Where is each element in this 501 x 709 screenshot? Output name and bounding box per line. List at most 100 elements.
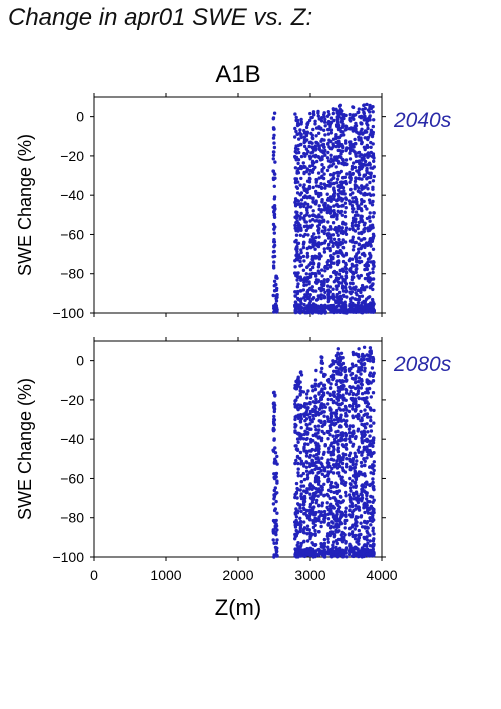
y-tick-label: −60 [60,226,84,242]
data-point [345,388,349,393]
data-point [366,145,370,149]
data-point [308,272,312,276]
data-point [295,543,299,547]
y-tick-label: −100 [52,549,84,565]
data-point [298,275,302,279]
data-point [299,198,304,202]
data-point [298,506,302,510]
data-point [362,354,367,358]
data-point [304,206,309,210]
data-point [365,529,369,533]
data-point [338,494,343,499]
data-point [351,460,355,464]
data-point [368,439,372,443]
data-point [340,267,345,271]
data-point [274,471,279,476]
data-point [370,519,375,523]
data-point [275,479,279,483]
data-point [331,434,335,438]
data-point [336,503,340,508]
data-point [321,410,326,414]
data-point [363,106,367,111]
data-point [350,296,355,300]
data-point [339,521,344,526]
data-point [326,220,330,224]
data-point [332,418,337,422]
data-point [316,424,321,428]
data-point [320,388,324,392]
data-point [310,133,314,137]
data-point [322,219,326,223]
data-point [332,186,336,190]
data-point [340,119,344,124]
data-point [367,198,372,202]
data-point [310,136,314,140]
data-point [357,542,361,546]
data-point [294,129,298,134]
data-point [331,549,335,554]
data-point [356,301,361,305]
data-point [353,287,357,292]
data-point [323,186,327,190]
data-point [360,365,364,369]
data-point [327,461,331,465]
data-point [320,169,324,173]
data-point [348,285,352,289]
data-point [316,305,320,310]
data-point [344,398,348,402]
data-point [347,392,352,396]
data-point [372,464,376,468]
data-point [275,546,279,550]
data-point [305,413,310,417]
data-point [319,182,323,186]
data-point [362,398,366,402]
data-point [351,479,355,483]
data-point [340,149,345,153]
data-point [310,484,314,488]
data-point [348,369,352,373]
data-point [326,141,330,146]
data-point [351,462,355,467]
data-point [337,471,341,475]
data-point [271,448,275,452]
data-point [368,256,372,260]
data-point [357,297,361,302]
data-point [301,288,306,292]
data-point [354,142,358,146]
data-point [344,391,349,395]
data-point [295,285,300,289]
data-point [371,185,375,189]
data-point [272,417,276,422]
data-point [272,176,276,181]
data-point [372,421,376,425]
data-point [336,197,340,202]
data-point [293,300,298,304]
data-point [296,202,300,206]
data-point [320,504,324,508]
data-point [322,509,327,514]
data-point [345,295,349,299]
data-point [363,510,367,515]
data-point [331,471,336,475]
data-point [338,359,342,363]
data-point [296,147,300,151]
data-point [313,494,317,498]
data-point [272,212,277,216]
data-point [293,308,297,312]
data-point [343,230,348,234]
data-point [348,424,352,428]
data-point [341,387,345,391]
data-point [349,187,353,192]
data-point [341,289,346,293]
data-point [307,214,312,218]
data-point [329,236,333,240]
data-point [305,152,309,156]
data-point [328,408,332,412]
data-point [294,115,298,120]
data-point [356,151,361,155]
data-point [336,392,340,397]
data-point [304,437,308,441]
data-point [360,177,364,181]
data-point [344,289,349,293]
